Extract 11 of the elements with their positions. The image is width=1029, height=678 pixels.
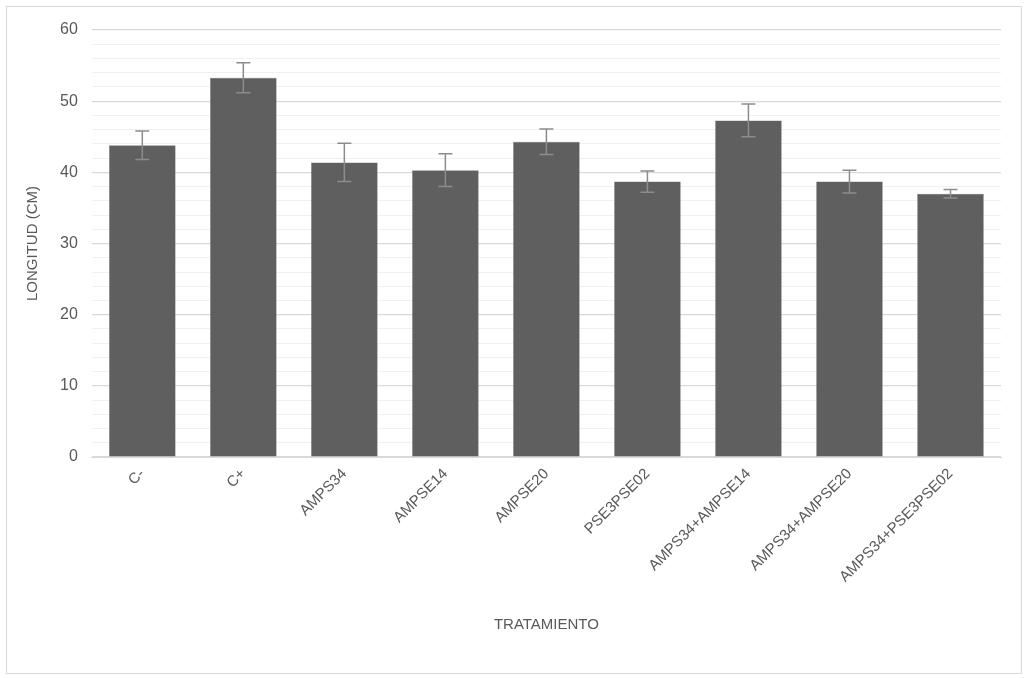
y-tick-label: 10 — [60, 376, 78, 394]
y-tick-label: 20 — [60, 305, 78, 323]
y-tick-label: 50 — [60, 91, 78, 109]
x-axis-title: TRATAMIENTO — [493, 615, 599, 633]
y-axis-title: LONGITUD (CM) — [23, 186, 41, 302]
y-tick-label: 0 — [68, 447, 78, 465]
x-tick-label: C+ — [222, 464, 249, 491]
y-tick-label: 60 — [60, 20, 78, 38]
y-tick-label: 30 — [60, 233, 78, 251]
y-tick-label: 40 — [60, 162, 78, 180]
x-tick-label: C- — [124, 464, 148, 488]
